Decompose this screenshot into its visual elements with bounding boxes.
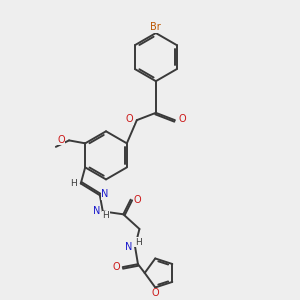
Text: N: N bbox=[93, 206, 100, 216]
Text: N: N bbox=[101, 189, 109, 199]
Text: O: O bbox=[178, 114, 186, 124]
Text: O: O bbox=[57, 134, 65, 145]
Text: O: O bbox=[126, 114, 133, 124]
Text: N: N bbox=[125, 242, 132, 252]
Text: H: H bbox=[102, 211, 109, 220]
Text: O: O bbox=[112, 262, 120, 272]
Text: H: H bbox=[70, 179, 77, 188]
Text: O: O bbox=[152, 288, 159, 298]
Text: H: H bbox=[135, 238, 142, 247]
Text: Br: Br bbox=[151, 22, 161, 32]
Text: O: O bbox=[133, 195, 141, 205]
